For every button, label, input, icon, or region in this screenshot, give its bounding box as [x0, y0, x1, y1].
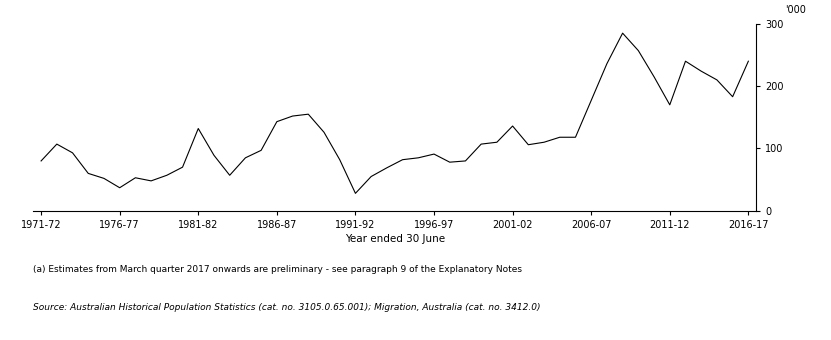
Text: (a) Estimates from March quarter 2017 onwards are preliminary - see paragraph 9 : (a) Estimates from March quarter 2017 on… — [33, 265, 522, 274]
Text: '000: '000 — [784, 5, 805, 15]
X-axis label: Year ended 30 June: Year ended 30 June — [345, 234, 445, 244]
Text: Source: Australian Historical Population Statistics (cat. no. 3105.0.65.001); Mi: Source: Australian Historical Population… — [33, 303, 541, 311]
